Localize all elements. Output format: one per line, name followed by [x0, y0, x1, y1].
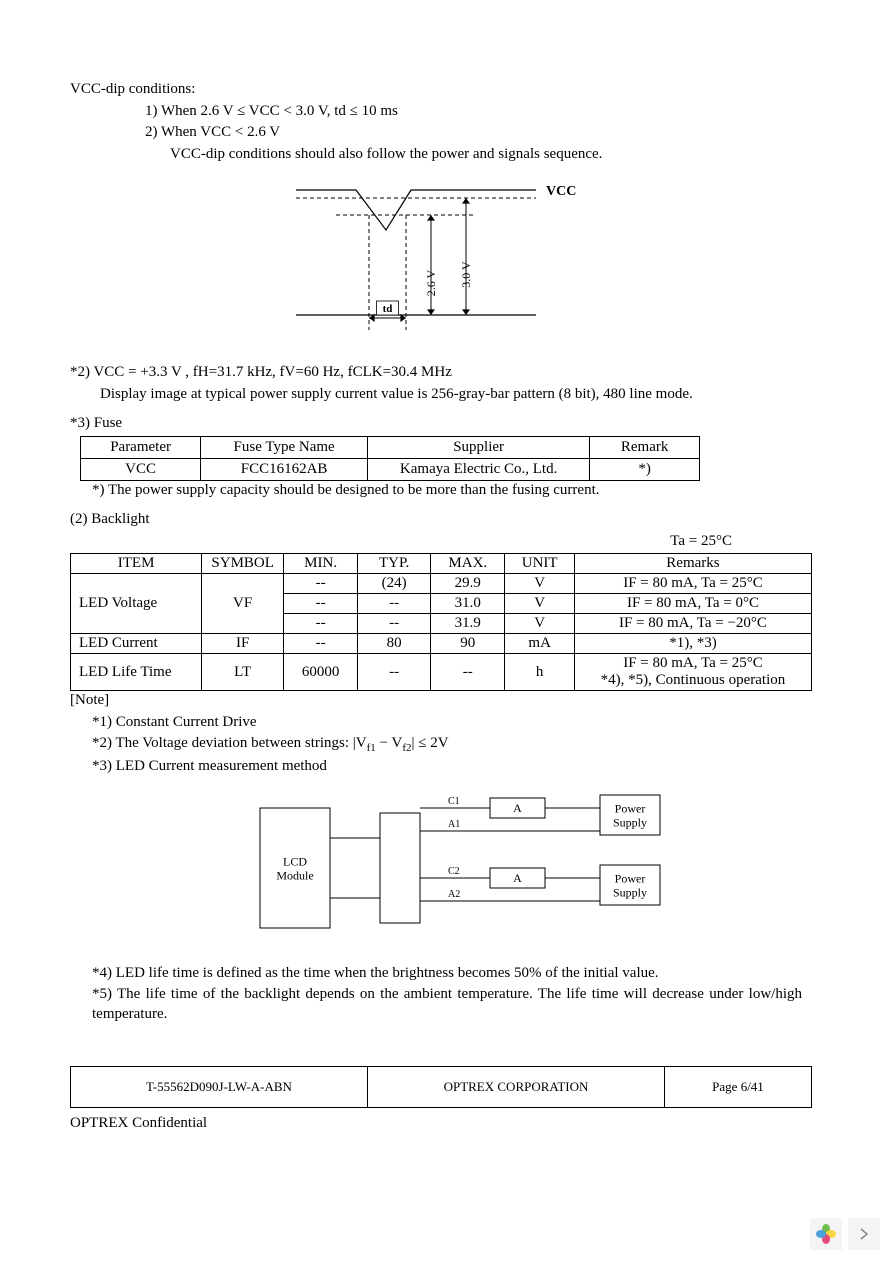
note2-prefix: *2) The Voltage deviation between string… — [92, 735, 367, 751]
backlight-remarks: IF = 80 mA, Ta = 0°C — [574, 594, 811, 614]
svg-text:td: td — [383, 303, 393, 315]
backlight-symbol: IF — [202, 634, 284, 654]
svg-text:A2: A2 — [448, 889, 460, 900]
backlight-cell: -- — [358, 654, 431, 691]
backlight-cell: mA — [505, 634, 575, 654]
backlight-item: LED Current — [71, 634, 202, 654]
corner-widget — [810, 1218, 880, 1250]
svg-text:3.0 V: 3.0 V — [459, 261, 473, 288]
svg-text:C1: C1 — [448, 796, 460, 807]
note-4: *4) LED life time is defined as the time… — [92, 964, 822, 984]
footer-page: Page 6/41 — [665, 1067, 812, 1108]
logo-icon[interactable] — [810, 1218, 842, 1250]
backlight-cell: 60000 — [284, 654, 358, 691]
backlight-symbol: VF — [202, 574, 284, 634]
backlight-remarks: IF = 80 mA, Ta = 25°C — [574, 574, 811, 594]
note2-suffix: | ≤ 2V — [412, 735, 449, 751]
fuse-header: Supplier — [368, 436, 590, 458]
fuse-footnote: *) The power supply capacity should be d… — [92, 481, 822, 501]
vcc-dip-line1: 1) When 2.6 V ≤ VCC < 3.0 V, td ≤ 10 ms — [145, 102, 822, 122]
note2-line1: *2) VCC = +3.3 V , fH=31.7 kHz, fV=60 Hz… — [70, 363, 822, 383]
svg-text:A1: A1 — [448, 819, 460, 830]
fuse-cell: VCC — [81, 458, 201, 480]
backlight-cell: V — [505, 594, 575, 614]
note2-mid: − V — [376, 735, 403, 751]
note2-sub1: f1 — [367, 742, 376, 754]
svg-text:A: A — [513, 871, 522, 885]
vcc-dip-line2: 2) When VCC < 2.6 V — [145, 123, 822, 143]
vcc-dip-line3: VCC-dip conditions should also follow th… — [170, 145, 822, 165]
footer-table: T-55562D090J-LW-A-ABN OPTREX CORPORATION… — [70, 1066, 812, 1108]
backlight-header: UNIT — [505, 554, 575, 574]
backlight-cell: -- — [431, 654, 505, 691]
backlight-cell: -- — [284, 634, 358, 654]
note-3: *3) LED Current measurement method — [92, 757, 822, 777]
backlight-item: LED Life Time — [71, 654, 202, 691]
fuse-table: ParameterFuse Type NameSupplierRemark VCC… — [80, 436, 700, 481]
fuse-header: Remark — [590, 436, 700, 458]
fuse-header: Parameter — [81, 436, 201, 458]
footer-company: OPTREX CORPORATION — [368, 1067, 665, 1108]
backlight-remarks: IF = 80 mA, Ta = −20°C — [574, 614, 811, 634]
backlight-cell: V — [505, 574, 575, 594]
backlight-symbol: LT — [202, 654, 284, 691]
fuse-cell: *) — [590, 458, 700, 480]
backlight-remarks: *1), *3) — [574, 634, 811, 654]
backlight-cell: 31.0 — [431, 594, 505, 614]
svg-text:Module: Module — [276, 868, 313, 882]
note-1: *1) Constant Current Drive — [92, 713, 822, 733]
note-5: *5) The life time of the backlight depen… — [92, 985, 822, 1024]
backlight-cell: 90 — [431, 634, 505, 654]
backlight-cell: 29.9 — [431, 574, 505, 594]
fuse-cell: FCC16162AB — [201, 458, 368, 480]
backlight-heading: (2) Backlight — [70, 510, 822, 530]
backlight-cell: 80 — [358, 634, 431, 654]
backlight-header: ITEM — [71, 554, 202, 574]
backlight-cell: h — [505, 654, 575, 691]
notes-heading: [Note] — [70, 691, 822, 711]
backlight-header: Remarks — [574, 554, 811, 574]
backlight-cell: -- — [358, 614, 431, 634]
backlight-cell: (24) — [358, 574, 431, 594]
fuse-heading: *3) Fuse — [70, 414, 822, 434]
backlight-cell: V — [505, 614, 575, 634]
backlight-header: MIN. — [284, 554, 358, 574]
backlight-item: LED Voltage — [71, 574, 202, 634]
backlight-table: ITEMSYMBOLMIN.TYP.MAX.UNITRemarks LED Vol… — [70, 553, 812, 691]
backlight-cell: 31.9 — [431, 614, 505, 634]
svg-text:Supply: Supply — [613, 885, 647, 899]
svg-text:Power: Power — [615, 871, 646, 885]
led-measurement-diagram: LCDModuleAAPowerSupplyPowerSupplyC1A1C2A… — [190, 783, 822, 958]
svg-text:C2: C2 — [448, 866, 460, 877]
next-page-button[interactable] — [848, 1218, 880, 1250]
confidential-label: OPTREX Confidential — [70, 1114, 822, 1134]
svg-text:Power: Power — [615, 801, 646, 815]
backlight-header: TYP. — [358, 554, 431, 574]
svg-text:Supply: Supply — [613, 815, 647, 829]
backlight-header: SYMBOL — [202, 554, 284, 574]
backlight-cell: -- — [358, 594, 431, 614]
note2-line2: Display image at typical power supply cu… — [100, 385, 822, 405]
svg-text:A: A — [513, 801, 522, 815]
backlight-cell: -- — [284, 574, 358, 594]
fuse-cell: Kamaya Electric Co., Ltd. — [368, 458, 590, 480]
vcc-dip-heading: VCC-dip conditions: — [70, 80, 822, 100]
note2-sub2: f2 — [402, 742, 411, 754]
svg-text:LCD: LCD — [283, 854, 307, 868]
vcc-dip-timing-diagram: td 2.6 V 3.0 V VCC — [70, 170, 822, 355]
backlight-ta: Ta = 25°C — [70, 532, 822, 552]
svg-text:2.6 V: 2.6 V — [424, 269, 438, 296]
backlight-cell: -- — [284, 614, 358, 634]
backlight-header: MAX. — [431, 554, 505, 574]
svg-text:VCC: VCC — [546, 184, 576, 199]
footer-partno: T-55562D090J-LW-A-ABN — [71, 1067, 368, 1108]
note-2: *2) The Voltage deviation between string… — [92, 734, 822, 755]
backlight-remarks: IF = 80 mA, Ta = 25°C*4), *5), Continuou… — [574, 654, 811, 691]
backlight-cell: -- — [284, 594, 358, 614]
fuse-header: Fuse Type Name — [201, 436, 368, 458]
